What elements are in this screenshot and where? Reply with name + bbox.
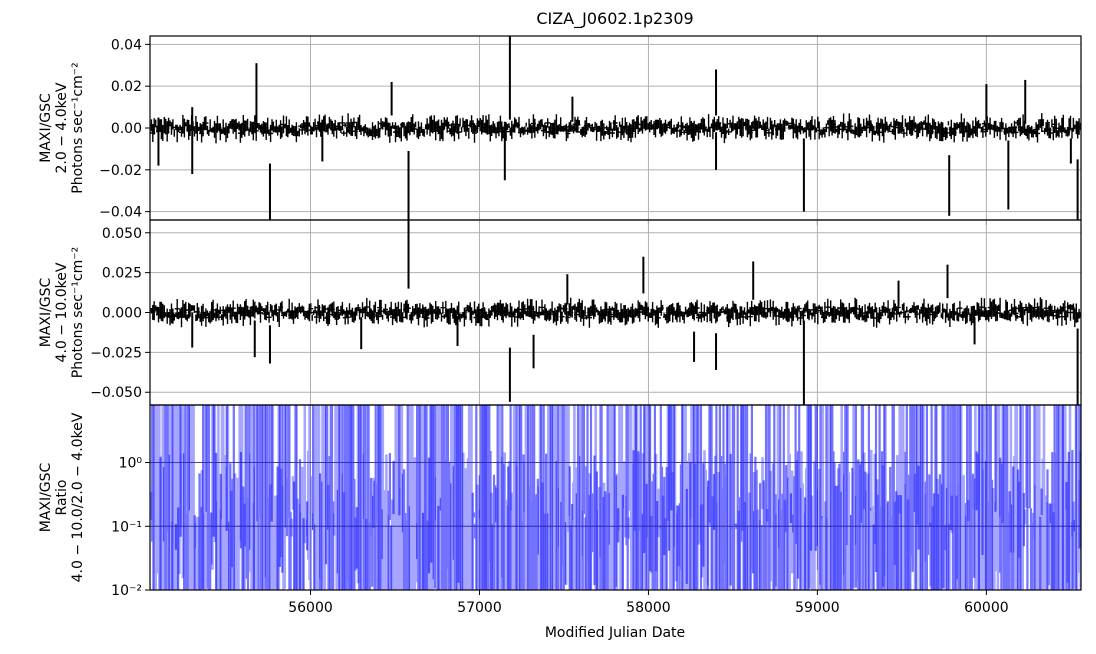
y-axis-label: MAXI/GSC2.0 − 4.0keVPhotons sec⁻¹cm⁻² [38, 62, 86, 194]
x-tick-label: 60000 [964, 600, 1009, 616]
ratio-bars-b [150, 405, 1081, 590]
ratio-bars-a [151, 405, 1081, 590]
y-axis-label-line: Photons sec⁻¹cm⁻² [70, 247, 86, 379]
y-axis-label-line: Photons sec⁻¹cm⁻² [70, 62, 86, 194]
plot-area [150, 36, 1081, 220]
x-tick-label: 56000 [288, 600, 333, 616]
panel-hard-band: −0.050 −0.025 0.000 0.025 0.050 MAXI/GSC4.0 −… [38, 219, 1082, 410]
y-tick-label: 0.000 [102, 306, 142, 322]
y-tick-label: −0.02 [99, 163, 142, 179]
x-tick-label: 59000 [795, 600, 840, 616]
y-tick-label: 10⁻¹ [111, 519, 142, 535]
ratio-bars [150, 405, 1081, 590]
y-tick-label: 0.02 [111, 79, 142, 95]
plot-area [150, 405, 1081, 590]
panel-frame [149, 404, 1082, 591]
y-tick-label: 0.025 [102, 266, 142, 282]
panel-soft-band: −0.04 −0.02 0.00 0.02 0.04 MAXI/GSC2.0 − 4.0k… [38, 35, 1082, 225]
y-axis-label-line: 4.0 − 10.0keV [54, 262, 70, 362]
y-tick-label: 0.04 [111, 37, 142, 53]
noise-bars [150, 113, 1081, 144]
y-tick-label: 10⁰ [119, 456, 143, 472]
y-axis-label: MAXI/GSCRatio4.0 − 10.0/2.0 − 4.0keV [38, 412, 86, 582]
plot-area [150, 220, 1081, 405]
y-tick-label: 0.050 [102, 226, 142, 242]
lightcurve-bars [150, 36, 1081, 220]
y-axis-label-line: Ratio [54, 480, 70, 516]
noise-bars [150, 297, 1081, 328]
y-tick-label: −0.04 [99, 205, 142, 221]
y-axis-label-line: MAXI/GSC [38, 93, 54, 163]
chart-title: CIZA_J0602.1p2309 [536, 9, 693, 29]
x-tick-label: 58000 [626, 600, 671, 616]
y-tick-label: −0.025 [90, 345, 142, 361]
x-axis-label: Modified Julian Date [545, 625, 685, 641]
y-tick-label: 0.00 [111, 121, 142, 137]
y-tick-label: 10⁻² [111, 583, 142, 599]
y-axis-label-line: MAXI/GSC [38, 277, 54, 347]
lightcurve-bars [150, 220, 1081, 405]
y-axis-label-line: MAXI/GSC [38, 462, 54, 532]
y-tick-label: −0.050 [90, 385, 142, 401]
y-axis-label-line: 2.0 − 4.0keV [54, 82, 70, 173]
y-axis-label: MAXI/GSC4.0 − 10.0keVPhotons sec⁻¹cm⁻² [38, 247, 86, 379]
panel-hardness-ratio: 10⁻² 10⁻¹ 10⁰ MAXI/GSCRatio4.0 − 10.0/2.0 −… [38, 404, 1082, 616]
x-tick-label: 57000 [457, 600, 502, 616]
y-axis-label-line: 4.0 − 10.0/2.0 − 4.0keV [70, 412, 86, 582]
